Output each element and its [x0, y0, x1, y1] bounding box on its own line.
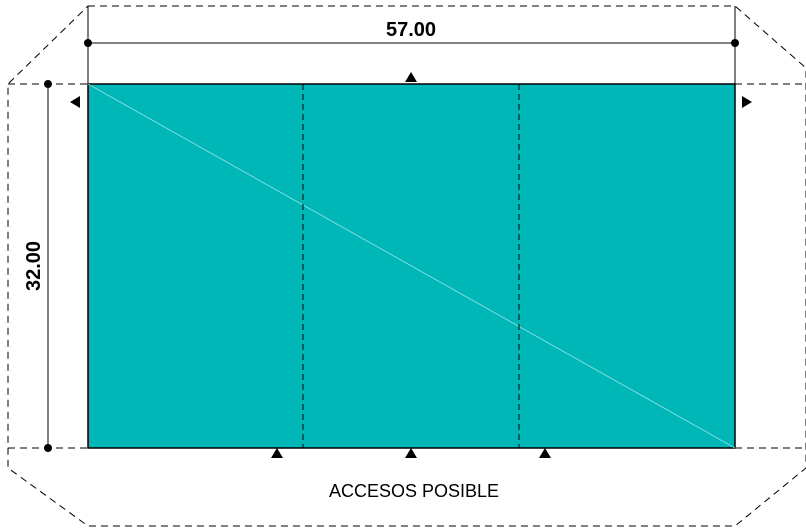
- access-arrow-bottom-1: [271, 448, 283, 458]
- width-dimension-dot-right: [731, 39, 739, 47]
- access-arrow-bottom-3: [539, 448, 551, 458]
- access-arrow-right: [742, 96, 752, 108]
- access-note: ACCESOS POSIBLE: [329, 481, 499, 501]
- width-dimension-label: 57.00: [386, 19, 436, 41]
- height-dimension-label: 32.00: [23, 241, 45, 291]
- lot-diagonal: [87, 83, 736, 449]
- height-dimension-dot-bottom: [44, 444, 52, 452]
- setback-outline: [7, 5, 806, 527]
- access-arrow-top: [405, 72, 417, 82]
- height-dimension-dot-top: [44, 80, 52, 88]
- access-arrow-bottom-2: [405, 448, 417, 458]
- width-dimension-dot-left: [84, 39, 92, 47]
- access-arrow-left: [70, 96, 80, 108]
